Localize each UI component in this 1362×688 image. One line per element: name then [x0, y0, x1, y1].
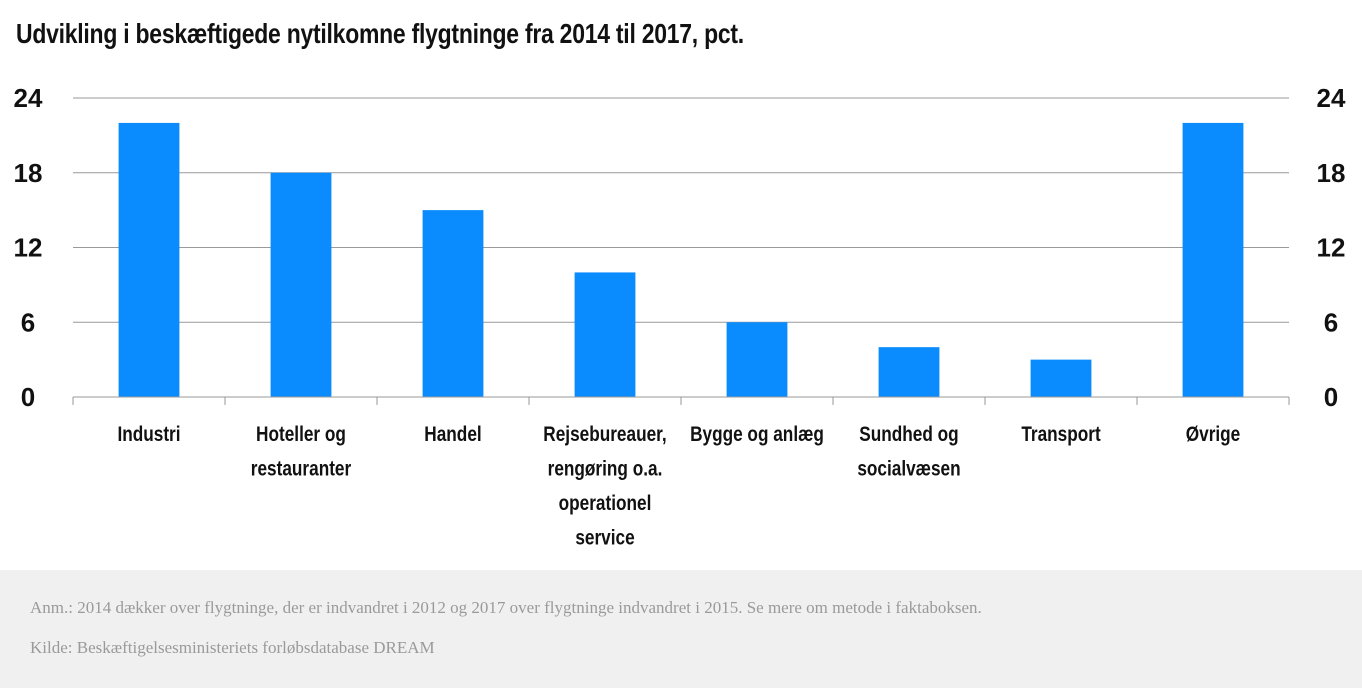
bar — [878, 347, 940, 397]
bar — [118, 122, 180, 398]
footer-notes: Anm.: 2014 dækker over flygtninge, der e… — [0, 570, 1362, 688]
y-axis-left: 0 6 12 18 24 — [14, 83, 43, 412]
y-tick-label-left: 12 — [14, 233, 43, 263]
y-tick-label-right: 24 — [1317, 83, 1346, 113]
category-label: Bygge og anlæg — [690, 424, 824, 447]
bar — [270, 172, 332, 397]
category-label-line: Rejsebureauer, — [543, 424, 666, 447]
y-tick-label-left: 24 — [14, 83, 43, 113]
category-label: Øvrige — [1186, 424, 1241, 447]
category-label: Rejsebureauer, rengøring o.a. operationel s… — [543, 424, 666, 550]
y-tick-label-left: 6 — [21, 307, 35, 337]
category-label: Transport — [1021, 424, 1101, 447]
category-label: Handel — [424, 424, 481, 447]
category-label-line: rengøring o.a. — [548, 458, 663, 481]
category-label-line: Transport — [1021, 424, 1101, 447]
category-label-line: restauranter — [251, 458, 352, 481]
category-label: Hoteller og restauranter — [251, 424, 352, 481]
category-label-line: socialvæsen — [857, 458, 960, 481]
y-tick-label-left: 18 — [14, 158, 43, 188]
bar — [1030, 359, 1092, 397]
category-label-line: Sundhed og — [859, 424, 958, 447]
source-note: Kilde: Beskæftigelsesministeriets forløb… — [30, 638, 435, 657]
footnote: Anm.: 2014 dækker over flygtninge, der e… — [30, 598, 982, 617]
category-label: Industri — [117, 424, 180, 447]
bar-chart: 0 6 12 18 24 0 6 12 18 24 Industri Hoteller og res… — [14, 83, 1346, 550]
bar — [574, 272, 636, 397]
bars — [118, 122, 1244, 398]
gridlines — [73, 97, 1289, 323]
category-label-line: Handel — [424, 424, 481, 447]
category-label: Sundhed og socialvæsen — [857, 424, 960, 481]
category-label-line: Industri — [117, 424, 180, 447]
x-axis — [72, 396, 1290, 405]
y-axis-right: 0 6 12 18 24 — [1317, 83, 1346, 412]
bar — [1182, 122, 1244, 398]
y-tick-label-right: 18 — [1317, 158, 1346, 188]
category-label-line: Øvrige — [1186, 424, 1241, 447]
y-tick-label-right: 6 — [1324, 307, 1338, 337]
category-label-line: Bygge og anlæg — [690, 424, 824, 447]
category-labels: Industri Hoteller og restauranter Handel Rej… — [117, 424, 1240, 550]
y-tick-label-right: 0 — [1324, 382, 1338, 412]
category-label-line: Hoteller og — [256, 424, 346, 447]
category-label-line: service — [575, 527, 635, 550]
category-label-line: operationel — [559, 493, 652, 516]
y-tick-label-left: 0 — [21, 382, 35, 412]
bar — [422, 210, 484, 397]
y-tick-label-right: 12 — [1317, 233, 1346, 263]
bar — [726, 322, 788, 397]
chart-title: Udvikling i beskæftigede nytilkomne flyg… — [16, 18, 744, 49]
